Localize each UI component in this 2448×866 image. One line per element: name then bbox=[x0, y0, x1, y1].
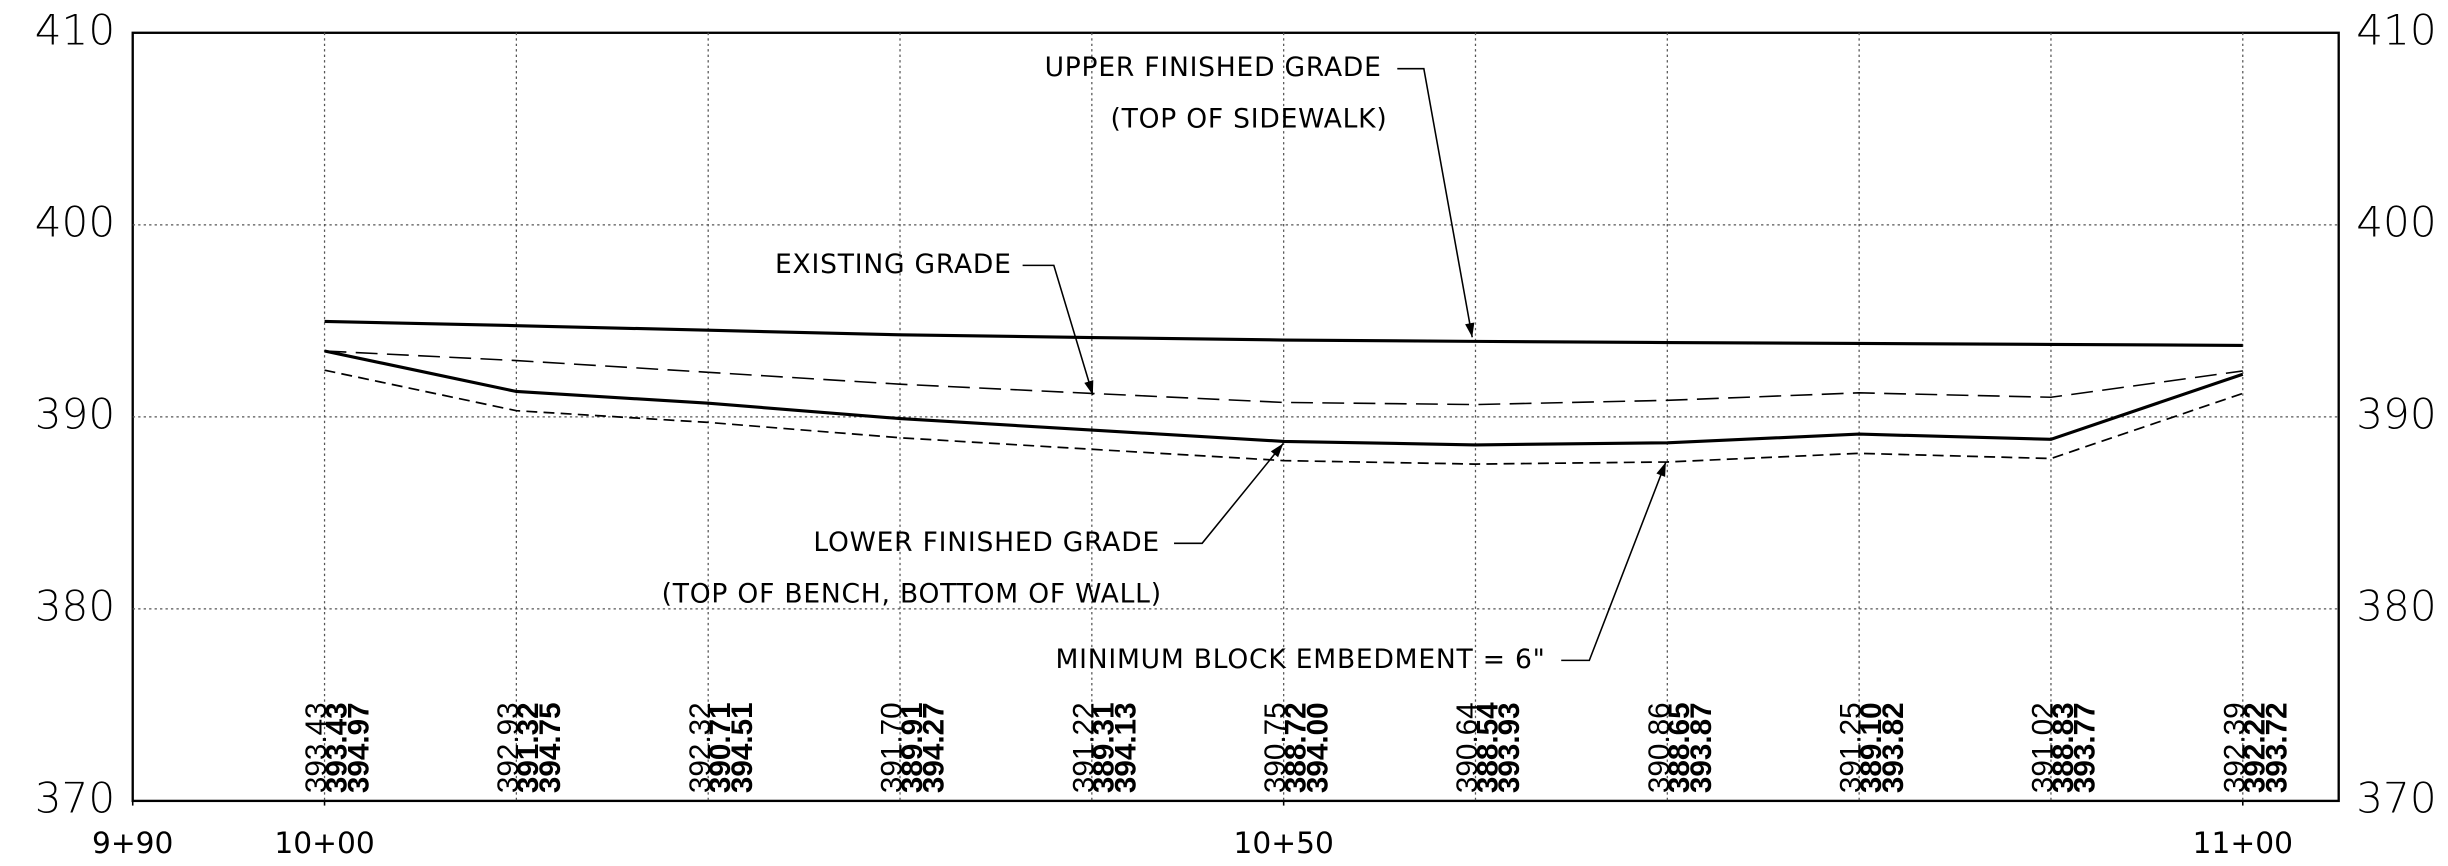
y-tick-label-right: 400 bbox=[2356, 197, 2436, 246]
y-tick-label-right: 410 bbox=[2356, 5, 2436, 54]
station-elevation-label: 393.72 bbox=[2261, 702, 2294, 793]
station-elevation-label: 391.22 bbox=[1067, 702, 1100, 793]
station-elevation-label: 394.97 bbox=[342, 702, 375, 793]
leader-arrow bbox=[1270, 443, 1284, 458]
y-tick-label-left: 410 bbox=[35, 5, 115, 54]
y-tick-label-right: 370 bbox=[2356, 773, 2436, 822]
station-elevation-label: 389.31 bbox=[1088, 702, 1121, 793]
x-tick-label: 11+00 bbox=[2193, 825, 2293, 860]
station-elevation-label: 391.32 bbox=[512, 702, 545, 793]
y-tick-label-right: 390 bbox=[2356, 389, 2436, 438]
station-elevation-label: 392.22 bbox=[2239, 702, 2272, 793]
station-elevation-label: 392.32 bbox=[684, 702, 717, 793]
x-tick-label: 9+90 bbox=[92, 825, 173, 860]
station-elevation-label: 392.93 bbox=[492, 702, 525, 793]
leader-arrow bbox=[1465, 322, 1475, 338]
station-elevation-label: 394.00 bbox=[1301, 702, 1334, 793]
y-tick-label-left: 380 bbox=[35, 581, 115, 630]
station-elevation-label: 391.02 bbox=[2027, 702, 2060, 793]
station-elevation-label: 388.72 bbox=[1280, 702, 1313, 793]
annotation-note: (TOP OF SIDEWALK) bbox=[1110, 104, 1387, 135]
leader-line bbox=[1174, 442, 1284, 545]
y-tick-label-left: 370 bbox=[35, 773, 115, 822]
grade-line bbox=[324, 369, 2244, 465]
station-elevation-label: 393.43 bbox=[320, 702, 353, 793]
station-elevation-label: 393.77 bbox=[2069, 702, 2102, 793]
y-tick-label-right: 380 bbox=[2356, 581, 2436, 630]
station-elevation-label: 390.75 bbox=[1259, 702, 1292, 793]
station-elevation-label: 389.10 bbox=[1855, 702, 1888, 793]
annotation: LOWER FINISHED GRADE bbox=[813, 527, 1160, 558]
station-elevation-label: 393.87 bbox=[1685, 702, 1718, 793]
station-elevation-label: 388.83 bbox=[2047, 702, 2080, 793]
x-tick-label: 10+00 bbox=[274, 825, 374, 860]
grade-line bbox=[324, 349, 2244, 447]
station-elevation-label: 390.71 bbox=[704, 702, 737, 793]
station-elevation-label: 389.91 bbox=[896, 702, 929, 793]
annotation: EXISTING GRADE bbox=[775, 249, 1012, 280]
station-elevation-label: 394.51 bbox=[726, 702, 759, 793]
leader-line bbox=[1561, 461, 1667, 662]
leader-arrow bbox=[1656, 462, 1666, 477]
y-tick-label-left: 390 bbox=[35, 389, 115, 438]
station-elevation-label: 394.75 bbox=[534, 702, 567, 793]
station-elevation-label: 388.65 bbox=[1663, 702, 1696, 793]
station-elevation-label: 393.82 bbox=[1877, 702, 1910, 793]
station-elevation-label: 390.86 bbox=[1643, 702, 1676, 793]
annotation-note: (TOP OF BENCH, BOTTOM OF WALL) bbox=[662, 578, 1162, 609]
station-elevation-label: 390.64 bbox=[1451, 702, 1484, 793]
leader-line bbox=[1397, 67, 1473, 338]
leader-line bbox=[1022, 264, 1094, 396]
station-elevation-label: 393.43 bbox=[300, 702, 333, 793]
station-elevation-label: 392.39 bbox=[2218, 702, 2251, 793]
station-elevation-label: 391.70 bbox=[876, 702, 909, 793]
station-elevation-label: 394.27 bbox=[918, 702, 951, 793]
station-elevation-label: 388.54 bbox=[1471, 702, 1504, 793]
station-elevation-label: 393.93 bbox=[1493, 702, 1526, 793]
annotation: UPPER FINISHED GRADE bbox=[1045, 52, 1382, 83]
station-elevation-label: 394.13 bbox=[1110, 702, 1143, 793]
leader-arrow bbox=[1084, 380, 1094, 395]
grade-line bbox=[324, 350, 2243, 406]
y-tick-label-left: 400 bbox=[35, 197, 115, 246]
grade-line bbox=[324, 319, 2243, 347]
annotation: MINIMUM BLOCK EMBEDMENT = 6" bbox=[1056, 644, 1546, 675]
x-tick-label: 10+50 bbox=[1234, 825, 1334, 860]
station-elevation-label: 391.25 bbox=[1835, 702, 1868, 793]
